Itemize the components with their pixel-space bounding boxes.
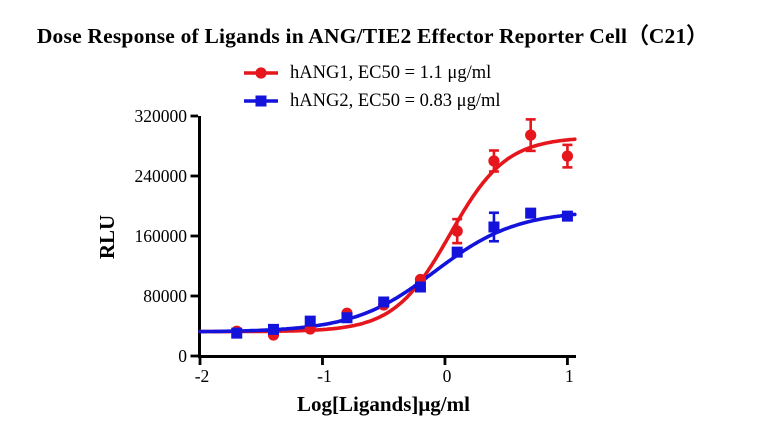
chart-title: Dose Response of Ligands in ANG/TIE2 Eff… [36, 24, 709, 48]
x-tick-label: -2 [195, 366, 210, 386]
data-point-circle [451, 225, 463, 237]
legend-label-hang1: hANG1, EC50 = 1.1 μg/ml [290, 62, 492, 83]
legend-marker-square-icon [244, 95, 278, 107]
y-tick-label: 80000 [143, 286, 187, 306]
legend-marker-circle-icon [244, 67, 278, 79]
y-tick-label: 320000 [135, 106, 188, 126]
x-tick-label: 1 [565, 366, 574, 386]
legend-item-hang1: hANG1, EC50 = 1.1 μg/ml [242, 59, 501, 87]
data-point-circle [525, 129, 537, 141]
legend-label-hang2: hANG2, EC50 = 0.83 μg/ml [290, 90, 501, 111]
y-tick-label: 160000 [135, 226, 188, 246]
data-point-square [488, 221, 500, 233]
y-tick-label: 240000 [135, 166, 188, 186]
x-tick-label: -1 [317, 366, 332, 386]
x-axis-title: Log[Ligands]μg/ml [297, 392, 470, 416]
data-point-square [525, 207, 537, 219]
data-point-square [304, 315, 316, 327]
data-point-square [451, 246, 463, 258]
x-tick-label: 0 [443, 366, 452, 386]
data-point-square [341, 312, 353, 324]
data-point-square [378, 296, 390, 308]
data-point-square [231, 327, 243, 339]
y-tick-label: 0 [178, 346, 187, 366]
data-point-square [561, 210, 573, 222]
legend: hANG1, EC50 = 1.1 μg/ml hANG2, EC50 = 0.… [242, 59, 501, 115]
data-point-square [414, 281, 426, 293]
data-point-circle [561, 150, 574, 162]
data-point-circle [488, 155, 500, 167]
data-point-square [267, 323, 279, 335]
legend-item-hang2: hANG2, EC50 = 0.83 μg/ml [242, 87, 501, 115]
